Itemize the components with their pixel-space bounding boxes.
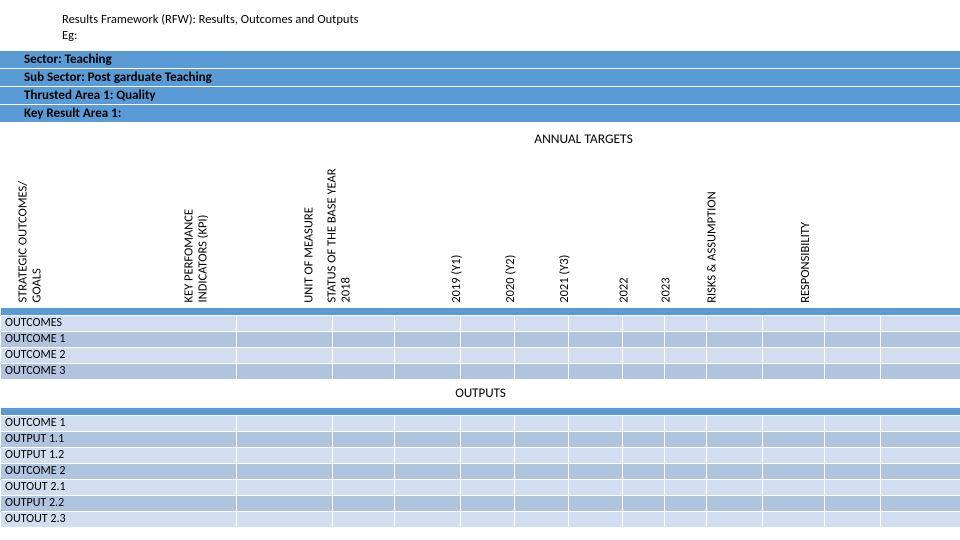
col-blank [881,123,960,307]
table-row: OUTCOME 1 [1,415,960,431]
row-o1: OUTCOME 1 [1,415,237,431]
title-block: Results Framework (RFW): Results, Outcom… [0,12,960,45]
title-line-1: Results Framework (RFW): Results, Outcom… [62,12,960,28]
banner-key-result: Key Result Area 1: [0,105,960,123]
table-row: OUTPUT 2.2 [1,495,960,511]
col-2023: 2023 [665,153,707,307]
header-row-1: STRATEGIC OUTCOMES/ GOALS KEY PERFOMANCE… [1,123,960,153]
row-op12: OUTPUT 1.2 [1,447,237,463]
row-outcomes: OUTCOMES [1,315,237,331]
row-op22: OUTPUT 2.2 [1,495,237,511]
outputs-header-row: OUTPUTS [1,379,960,407]
table-row: OUTOUT 2.3 [1,511,960,527]
section-divider-1 [1,307,960,315]
section-divider-2 [1,407,960,415]
framework-table: STRATEGIC OUTCOMES/ GOALS KEY PERFOMANCE… [0,123,960,528]
row-outcome-3: OUTCOME 3 [1,363,237,379]
banner-sub-sector: Sub Sector: Post garduate Teaching [0,69,960,87]
table-row: OUTCOME 2 [1,347,960,363]
table-row: OUTOUT 2.1 [1,479,960,495]
table-row: OUTCOME 1 [1,331,960,347]
col-risks: RISKS & ASSUMPTION [763,123,825,307]
col-annual-targets: ANNUAL TARGETS [461,123,707,153]
table-row: OUTPUT 1.1 [1,431,960,447]
outputs-header: OUTPUTS [1,379,960,407]
col-kpi: KEY PERFOMANCE INDICATORS (KPI) [237,123,333,307]
table-row: OUTCOME 3 [1,363,960,379]
row-op23: OUTOUT 2.3 [1,511,237,527]
banner-sector: Sector: Teaching [0,51,960,69]
title-line-2: Eg: [62,28,960,44]
col-responsibility: RESPONSIBILITY [825,123,881,307]
results-framework-table: Results Framework (RFW): Results, Outcom… [0,0,960,528]
table-row: OUTCOMES [1,315,960,331]
row-op11: OUTPUT 1.1 [1,431,237,447]
row-outcome-2: OUTCOME 2 [1,347,237,363]
row-outcome-1: OUTCOME 1 [1,331,237,347]
row-o2: OUTCOME 2 [1,463,237,479]
table-row: OUTPUT 1.2 [1,447,960,463]
col-2021: 2021 (Y3) [569,153,623,307]
banner-thrusted: Thrusted Area 1: Quality [0,87,960,105]
table-row: OUTCOME 2 [1,463,960,479]
row-op21: OUTOUT 2.1 [1,479,237,495]
